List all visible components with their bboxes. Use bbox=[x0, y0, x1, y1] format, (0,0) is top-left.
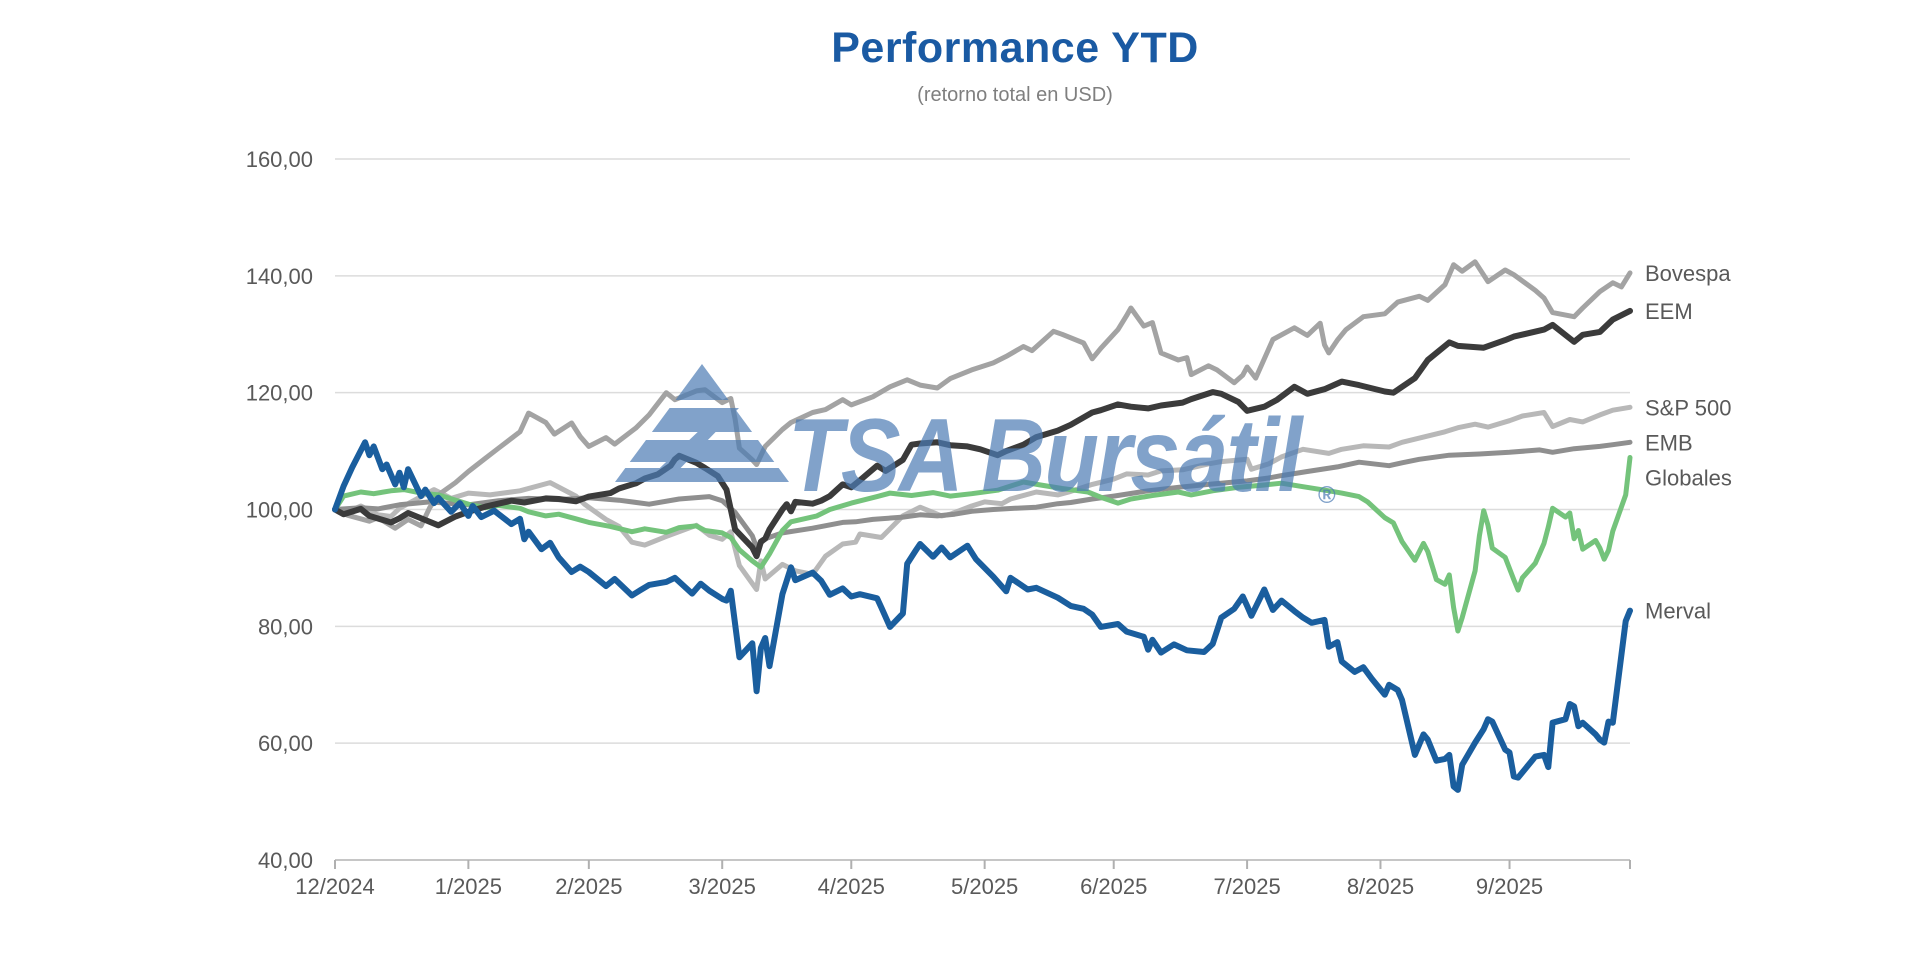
chart-subtitle: (retorno total en USD) bbox=[917, 84, 1113, 106]
series-label-s-p-500: S&P 500 bbox=[1645, 395, 1731, 420]
y-axis-label: 80,00 bbox=[258, 614, 313, 639]
x-axis-label: 1/2025 bbox=[435, 874, 502, 899]
y-axis-label: 60,00 bbox=[258, 731, 313, 756]
y-axis-label: 120,00 bbox=[246, 381, 313, 406]
y-axis-label: 160,00 bbox=[246, 147, 313, 172]
series-label-eem: EEM bbox=[1645, 299, 1693, 324]
y-axis-label: 140,00 bbox=[246, 264, 313, 289]
series-label-merval: Merval bbox=[1645, 599, 1711, 624]
series-label-emb: EMB bbox=[1645, 430, 1693, 455]
x-axis-label: 4/2025 bbox=[818, 874, 885, 899]
x-axis-label: 12/2024 bbox=[295, 874, 375, 899]
series-label-globales: Globales bbox=[1645, 465, 1732, 490]
page-title: Performance YTD bbox=[831, 24, 1199, 72]
x-axis-label: 6/2025 bbox=[1080, 874, 1147, 899]
series-label-bovespa: Bovespa bbox=[1645, 261, 1731, 286]
series-line-s-p-500 bbox=[332, 404, 1633, 592]
y-axis-label: 40,00 bbox=[258, 848, 313, 873]
x-axis-label: 5/2025 bbox=[951, 874, 1018, 899]
x-axis-label: 9/2025 bbox=[1476, 874, 1543, 899]
x-axis-label: 2/2025 bbox=[555, 874, 622, 899]
y-axis-label: 100,00 bbox=[246, 498, 313, 523]
series-line-merval bbox=[332, 439, 1633, 793]
series-line-emb bbox=[332, 439, 1633, 550]
x-axis-label: 7/2025 bbox=[1213, 874, 1280, 899]
x-axis-label: 8/2025 bbox=[1347, 874, 1414, 899]
series-line-eem bbox=[332, 307, 1633, 560]
series-line-globales bbox=[332, 455, 1633, 634]
x-axis-label: 3/2025 bbox=[689, 874, 756, 899]
series-line-bovespa bbox=[332, 259, 1633, 531]
